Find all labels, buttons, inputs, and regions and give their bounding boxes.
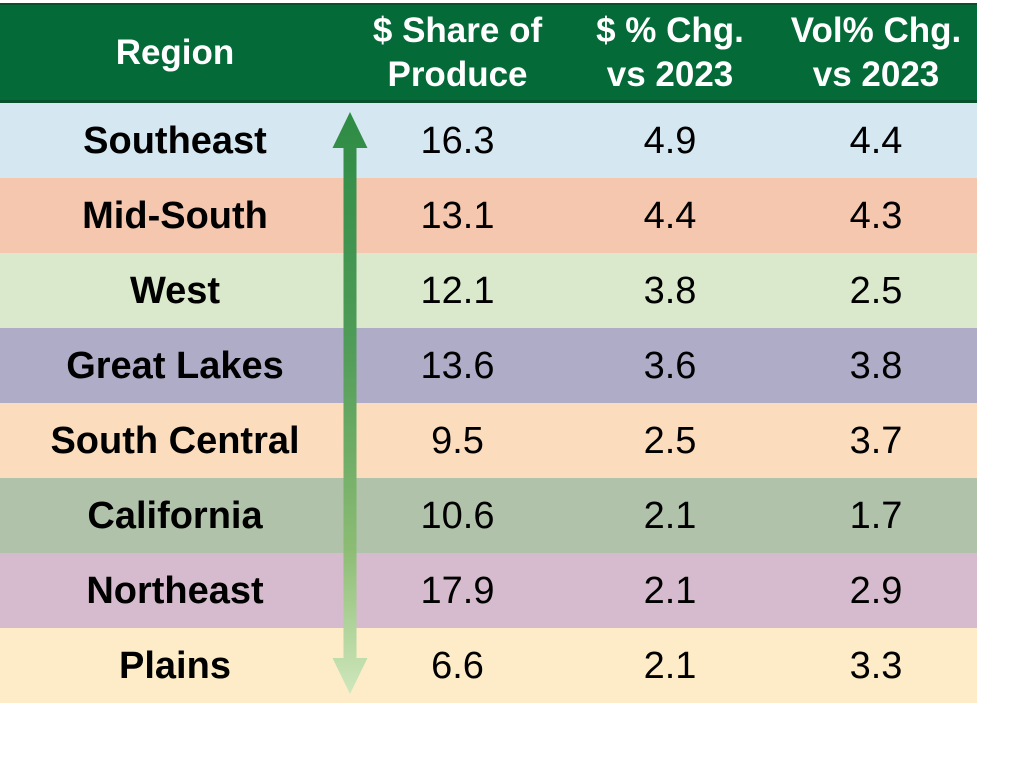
header-dollar-pct-chg: $ % Chg. vs 2023 xyxy=(596,10,744,94)
header-region: Region xyxy=(115,32,235,72)
vol-chg-cell: 4.4 xyxy=(849,119,903,162)
vol-chg-cell: 2.5 xyxy=(849,269,903,312)
share-cell: 13.1 xyxy=(420,194,495,237)
share-cell: 6.6 xyxy=(431,644,484,687)
vol-chg-cell: 4.3 xyxy=(849,194,903,237)
dollar-chg-cell: 3.8 xyxy=(643,269,697,312)
region-cell: California xyxy=(87,494,263,537)
dollar-chg-cell: 2.1 xyxy=(643,569,697,612)
dollar-chg-cell: 3.6 xyxy=(643,344,697,387)
regional-produce-table: Region $ Share of Produce $ % Chg. vs 20… xyxy=(0,3,977,703)
table-header: Region $ Share of Produce $ % Chg. vs 20… xyxy=(0,3,977,103)
vol-chg-cell: 3.8 xyxy=(849,344,903,387)
region-cell: West xyxy=(129,269,221,312)
header-share-of-produce: $ Share of Produce xyxy=(372,10,543,94)
dollar-chg-cell: 2.1 xyxy=(643,494,697,537)
region-cell: Mid-South xyxy=(82,194,268,237)
header-vol-pct-chg: Vol% Chg. vs 2023 xyxy=(790,10,962,94)
share-cell: 17.9 xyxy=(420,569,495,612)
vol-chg-cell: 2.9 xyxy=(849,569,903,612)
table-row: South Central 9.5 2.5 3.7 xyxy=(0,403,977,478)
region-cell: South Central xyxy=(50,419,300,462)
dollar-chg-cell: 2.1 xyxy=(643,644,697,687)
table-row: Great Lakes 13.6 3.6 3.8 xyxy=(0,328,977,403)
share-cell: 13.6 xyxy=(420,344,495,387)
table-row: Plains 6.6 2.1 3.3 xyxy=(0,628,977,703)
vol-chg-cell: 3.3 xyxy=(849,644,903,687)
table-row: Southeast 16.3 4.9 4.4 xyxy=(0,103,977,178)
region-cell: Plains xyxy=(119,644,231,687)
share-cell: 16.3 xyxy=(420,119,495,162)
region-cell: Northeast xyxy=(86,569,264,612)
vol-chg-cell: 1.7 xyxy=(849,494,903,537)
table-row: West 12.1 3.8 2.5 xyxy=(0,253,977,328)
region-cell: Great Lakes xyxy=(66,344,284,387)
dollar-chg-cell: 4.4 xyxy=(643,194,697,237)
share-cell: 9.5 xyxy=(431,419,484,462)
table-row: California 10.6 2.1 1.7 xyxy=(0,478,977,553)
share-cell: 10.6 xyxy=(420,494,495,537)
share-cell: 12.1 xyxy=(420,269,495,312)
table-row: Northeast 17.9 2.1 2.9 xyxy=(0,553,977,628)
dollar-chg-cell: 4.9 xyxy=(643,119,697,162)
vol-chg-cell: 3.7 xyxy=(849,419,903,462)
table-row: Mid-South 13.1 4.4 4.3 xyxy=(0,178,977,253)
dollar-chg-cell: 2.5 xyxy=(643,419,697,462)
region-cell: Southeast xyxy=(83,119,267,162)
